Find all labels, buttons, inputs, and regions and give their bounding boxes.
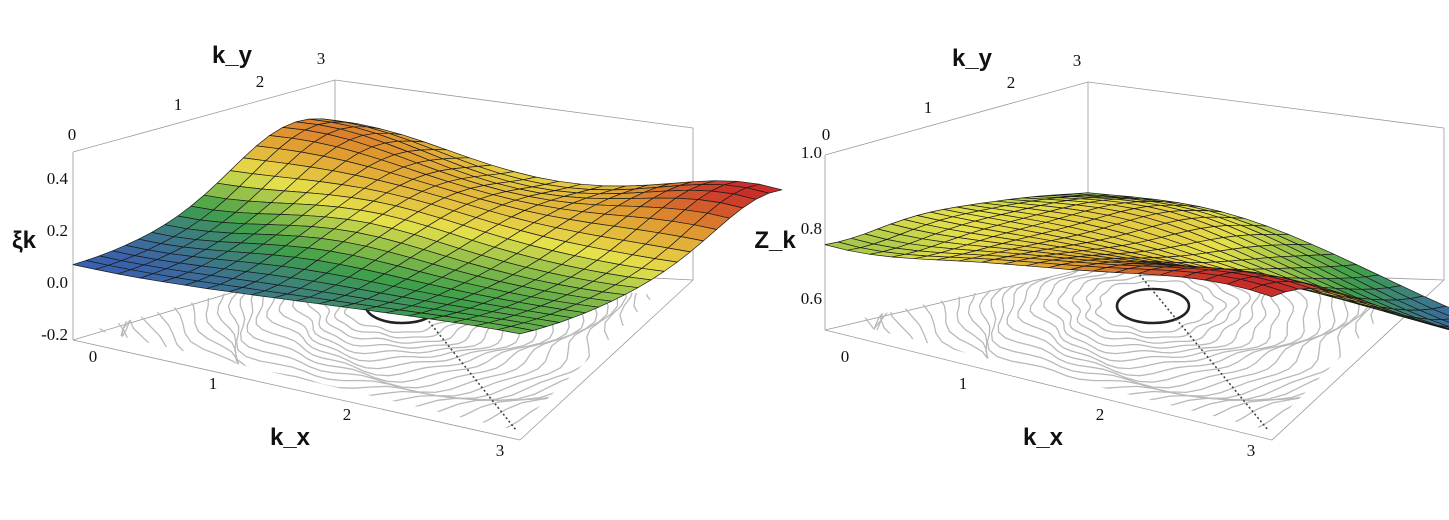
box-floor-front	[72, 279, 694, 441]
contour-line	[990, 268, 1322, 389]
xi-kx-tick-0: 0	[89, 347, 98, 366]
plot-z-floor-contours	[845, 268, 1405, 430]
xi-z-tick-02: 0.2	[47, 221, 68, 240]
contour-line	[1094, 280, 1214, 334]
contour-line	[246, 262, 557, 383]
contour-line	[949, 268, 1360, 399]
z-kx-axis-label: k_x	[1023, 424, 1064, 451]
z-z-tick-08: 0.8	[801, 219, 822, 238]
z-ky-tick-0: 0	[822, 125, 831, 144]
contour-line	[278, 262, 519, 362]
z-kx-tick-3: 3	[1247, 441, 1256, 460]
z-kx-tick-2: 2	[1096, 405, 1105, 424]
xi-z-tick-04: 0.4	[47, 169, 69, 188]
z-z-tick-10: 1.0	[801, 143, 822, 162]
contour-line	[1017, 268, 1281, 370]
xi-ky-tick-2: 2	[256, 72, 265, 91]
contour-line	[239, 262, 571, 389]
xi-kx-tick-1: 1	[209, 374, 218, 393]
xi-ky-tick-3: 3	[317, 49, 326, 68]
xi-ky-tick-1: 1	[174, 95, 183, 114]
contour-line	[266, 262, 530, 370]
contour-line	[845, 268, 1405, 430]
contour-line	[967, 268, 1349, 397]
contour-line	[1085, 273, 1228, 339]
xi-ky-axis-label: k_y	[212, 42, 253, 69]
contour-line	[227, 262, 585, 394]
plot-z-surface	[824, 192, 1449, 330]
z-z-axis-label: Z_k	[754, 227, 796, 254]
z-ky-tick-2: 2	[1007, 73, 1016, 92]
contour-line	[845, 268, 1405, 430]
surface-patch	[497, 326, 534, 335]
z-ky-tick-3: 3	[1073, 51, 1082, 70]
surface-patch	[1249, 284, 1286, 298]
plot-xi: 0 1 2 3 0 1 2 3 0.4 0.2 0.0 -0.2 k_y k_x ξk	[12, 42, 783, 460]
xi-z-axis-label: ξk	[12, 227, 37, 254]
contour-line	[255, 262, 544, 377]
contour-line	[1029, 268, 1270, 362]
z-ky-tick-1: 1	[924, 98, 933, 117]
contour-line	[1043, 268, 1262, 355]
xi-kx-axis-label: k_x	[270, 424, 311, 451]
contour-line	[1006, 268, 1295, 377]
contour-line	[845, 268, 1405, 430]
contour-line	[216, 262, 598, 397]
z-z-tick-06: 0.6	[801, 289, 822, 308]
contour-line	[914, 268, 1378, 414]
xi-z-tick-00: 0.0	[47, 273, 68, 292]
box-top-back-edges	[824, 81, 1445, 156]
contour-line	[997, 268, 1308, 383]
contour-line	[978, 268, 1336, 394]
contour-lines	[845, 268, 1405, 430]
xi-kx-tick-3: 3	[496, 441, 505, 460]
xi-z-tick-m02: -0.2	[41, 325, 68, 344]
z-kx-tick-0: 0	[841, 347, 850, 366]
xi-ky-tick-0: 0	[68, 125, 77, 144]
contour-line	[845, 268, 1405, 430]
plot-z: 0 1 2 3 0 1 2 3 1.0 0.8 0.6 k_y k_x Z_k	[754, 45, 1449, 460]
z-kx-tick-1: 1	[959, 374, 968, 393]
plot-z-fermi-contour	[1115, 287, 1191, 325]
contour-line	[198, 262, 609, 399]
contour-line	[179, 262, 619, 406]
plot-xi-surface	[72, 118, 783, 335]
box-floor-front	[824, 279, 1445, 441]
contour-line	[930, 268, 1370, 406]
xi-kx-tick-2: 2	[343, 405, 352, 424]
z-ky-axis-label: k_y	[952, 45, 993, 72]
